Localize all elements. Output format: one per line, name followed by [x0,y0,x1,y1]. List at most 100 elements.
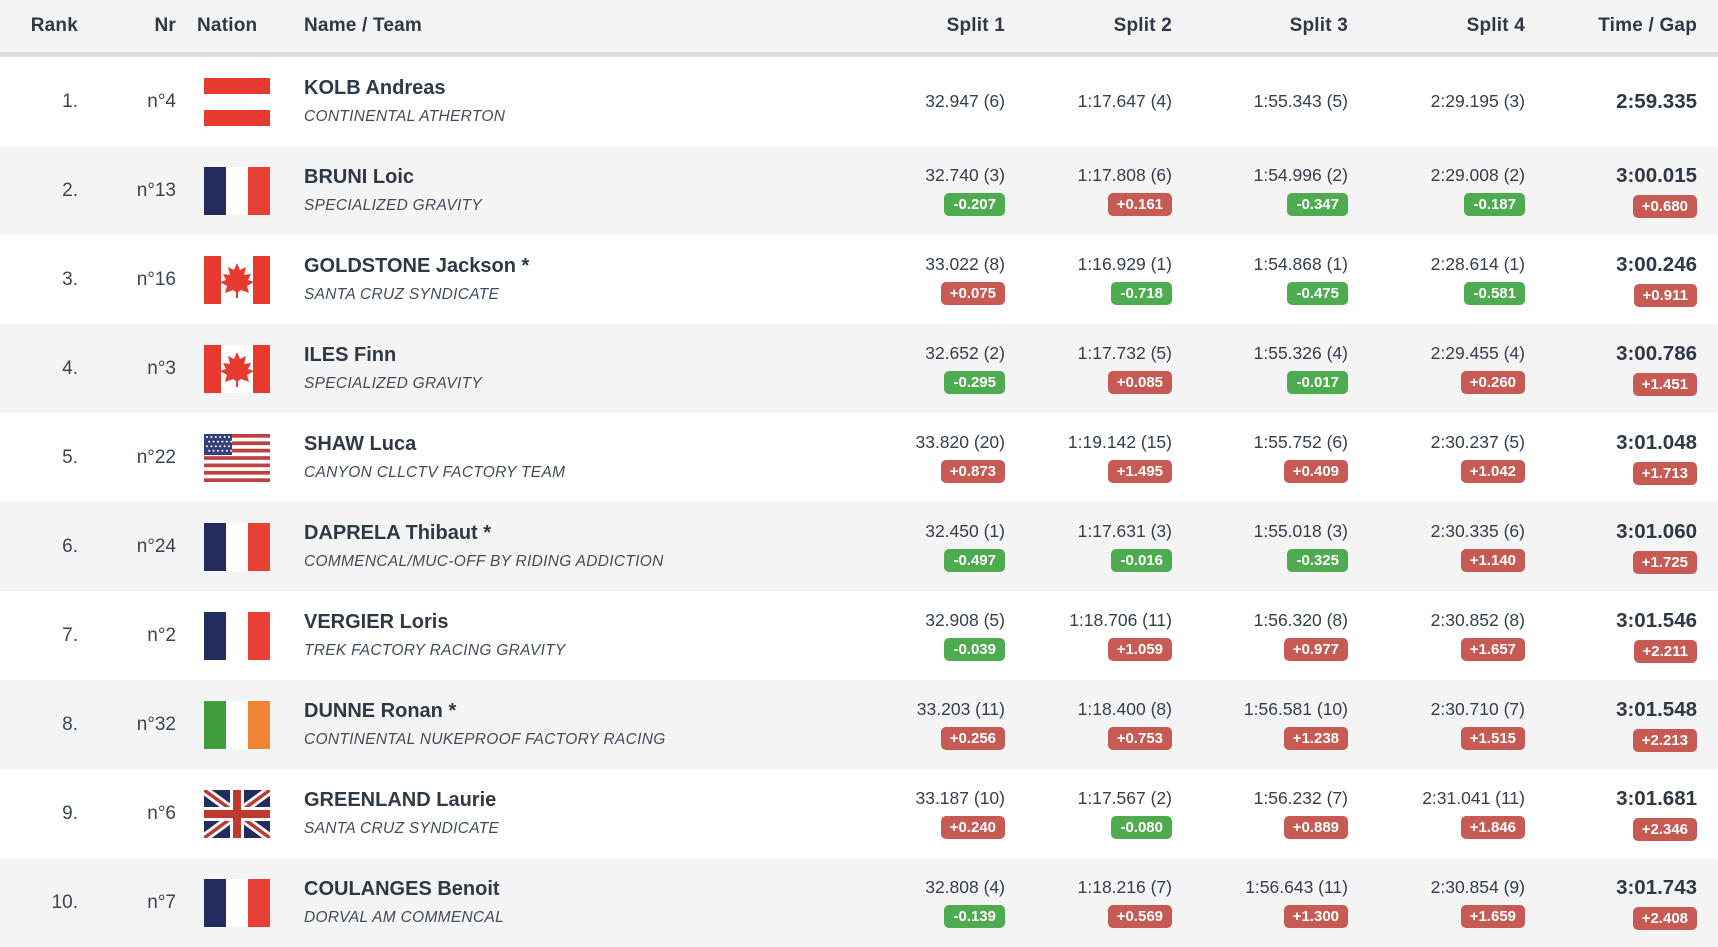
rider-cell: DUNNE Ronan * CONTINENTAL NUKEPROOF FACT… [304,700,835,749]
rank-cell: 2. [62,179,78,201]
nation-flag-icon [204,789,270,838]
rank-cell: 9. [62,802,78,824]
split4-gap-badge: -0.581 [1464,282,1525,305]
split2-cell: 1:18.706 (11) +1.059 [1005,591,1172,680]
table-row[interactable]: 8. n°32 DUNNE Ronan * CONTINENTAL NUKEPR… [0,680,1718,769]
team-name: SPECIALIZED GRAVITY [304,197,482,214]
split4-gap-badge: +1.515 [1460,727,1525,750]
split1-gap-badge: -0.295 [944,371,1005,394]
rider-cell: VERGIER Loris TREK FACTORY RACING GRAVIT… [304,611,835,660]
split3-value: 1:54.996 (2) [1253,165,1348,185]
rider-name: VERGIER Loris [304,611,449,633]
split4-gap-badge: +0.260 [1460,371,1525,394]
split4-value: 2:30.335 (6) [1430,521,1525,541]
rider-cell: GOLDSTONE Jackson * SANTA CRUZ SYNDICATE [304,255,835,304]
split4-value: 2:30.237 (5) [1430,432,1525,452]
nation-flag-icon [204,611,270,660]
split2-gap-badge: -0.718 [1111,282,1172,305]
rider-name: GOLDSTONE Jackson * [304,255,530,277]
split4-value: 2:30.852 (8) [1430,610,1525,630]
time-gap-badge: +1.713 [1632,461,1697,485]
split3-gap-badge: +1.238 [1283,727,1348,750]
split1-cell: 32.808 (4) -0.139 [835,858,1005,947]
split1-value: 33.203 (11) [916,699,1005,719]
split2-value: 1:17.631 (3) [1077,521,1172,541]
split1-gap-badge: -0.497 [944,549,1005,572]
time-gap-badge: +1.451 [1632,372,1697,396]
split2-cell: 1:16.929 (1) -0.718 [1005,235,1172,324]
table-row[interactable]: 2. n°13 BRUNI Loic SPECIALIZED GRAVITY 3… [0,146,1718,235]
bib-number: n°16 [136,268,176,290]
rank-cell: 7. [62,624,78,646]
time-gap-badge: +2.408 [1632,906,1697,930]
split2-value: 1:17.567 (2) [1077,788,1172,808]
split1-gap-badge: +0.873 [940,460,1005,483]
split3-value: 1:56.581 (10) [1243,699,1348,719]
split1-cell: 32.652 (2) -0.295 [835,324,1005,413]
table-row[interactable]: 3. n°16 GOLDSTONE Jackson * SANTA CRUZ S… [0,235,1718,324]
time-gap-cell: 3:00.246 +0.911 [1525,235,1718,324]
split3-value: 1:56.320 (8) [1253,610,1348,630]
rider-name: ILES Finn [304,344,397,366]
split2-value: 1:16.929 (1) [1077,254,1172,274]
table-row[interactable]: 1. n°4 KOLB Andreas CONTINENTAL ATHERTON… [0,57,1718,146]
table-row[interactable]: 6. n°24 DAPRELA Thibaut * COMMENCAL/MUC-… [0,502,1718,591]
split3-gap-badge: +1.300 [1283,905,1348,928]
final-time: 3:00.786 [1616,341,1697,365]
table-row[interactable]: 5. n°22 SHAW Luca CANYON CLLCTV FACTORY … [0,413,1718,502]
bib-number: n°2 [147,624,176,646]
split3-cell: 1:56.320 (8) +0.977 [1172,591,1348,680]
split1-cell: 33.022 (8) +0.075 [835,235,1005,324]
split2-value: 1:18.706 (11) [1069,610,1172,630]
rank-cell: 3. [62,268,78,290]
team-name: SANTA CRUZ SYNDICATE [304,286,500,303]
rank-cell: 6. [62,535,78,557]
split1-gap-badge: +0.075 [940,282,1005,305]
split1-gap-badge: -0.207 [944,193,1005,216]
table-row[interactable]: 4. n°3 ILES Finn SPECIALIZED GRAVITY 32.… [0,324,1718,413]
split4-cell: 2:29.455 (4) +0.260 [1348,324,1525,413]
split1-value: 32.652 (2) [925,343,1005,363]
table-row[interactable]: 7. n°2 VERGIER Loris TREK FACTORY RACING… [0,591,1718,680]
split2-value: 1:17.647 (4) [1077,91,1172,111]
nation-cell [184,700,304,749]
final-time: 3:00.246 [1616,252,1697,276]
split4-cell: 2:30.852 (8) +1.657 [1348,591,1525,680]
split2-cell: 1:17.647 (4) [1005,57,1172,146]
split2-cell: 1:17.732 (5) +0.085 [1005,324,1172,413]
rider-name: COULANGES Benoit [304,878,500,900]
rider-cell: DAPRELA Thibaut * COMMENCAL/MUC-OFF BY R… [304,522,835,571]
split1-value: 32.808 (4) [925,877,1005,897]
bib-number: n°4 [147,90,176,112]
split1-cell: 32.450 (1) -0.497 [835,502,1005,591]
time-gap-cell: 3:00.786 +1.451 [1525,324,1718,413]
rank-cell: 4. [62,357,78,379]
split2-gap-badge: +0.085 [1107,371,1172,394]
table-row[interactable]: 9. n°6 GREENLAND Laurie SANTA CRUZ SYNDI… [0,769,1718,858]
split3-cell: 1:56.643 (11) +1.300 [1172,858,1348,947]
team-name: CONTINENTAL ATHERTON [304,108,506,125]
header-divider [0,52,1718,57]
split2-gap-badge: +0.569 [1107,905,1172,928]
rider-cell: SHAW Luca CANYON CLLCTV FACTORY TEAM [304,433,835,482]
split3-cell: 1:55.018 (3) -0.325 [1172,502,1348,591]
table-row[interactable]: 10. n°7 COULANGES Benoit DORVAL AM COMME… [0,858,1718,947]
bib-number: n°13 [136,179,176,201]
rank-cell: 5. [62,446,78,468]
final-time: 3:01.743 [1616,875,1697,899]
split2-cell: 1:19.142 (15) +1.495 [1005,413,1172,502]
rider-name: SHAW Luca [304,433,417,455]
split4-gap-badge: -0.187 [1464,193,1525,216]
rider-cell: GREENLAND Laurie SANTA CRUZ SYNDICATE [304,789,835,838]
split2-value: 1:18.400 (8) [1077,699,1172,719]
final-time: 2:59.335 [1616,89,1697,113]
nation-cell [184,77,304,126]
results-rows: 1. n°4 KOLB Andreas CONTINENTAL ATHERTON… [0,57,1718,947]
split2-value: 1:17.732 (5) [1077,343,1172,363]
final-time: 3:01.060 [1616,519,1697,543]
team-name: CONTINENTAL NUKEPROOF FACTORY RACING [304,731,666,748]
split4-value: 2:29.195 (3) [1430,91,1525,111]
rider-name: DAPRELA Thibaut * [304,522,492,544]
split1-cell: 32.947 (6) [835,57,1005,146]
time-gap-cell: 3:01.546 +2.211 [1525,591,1718,680]
